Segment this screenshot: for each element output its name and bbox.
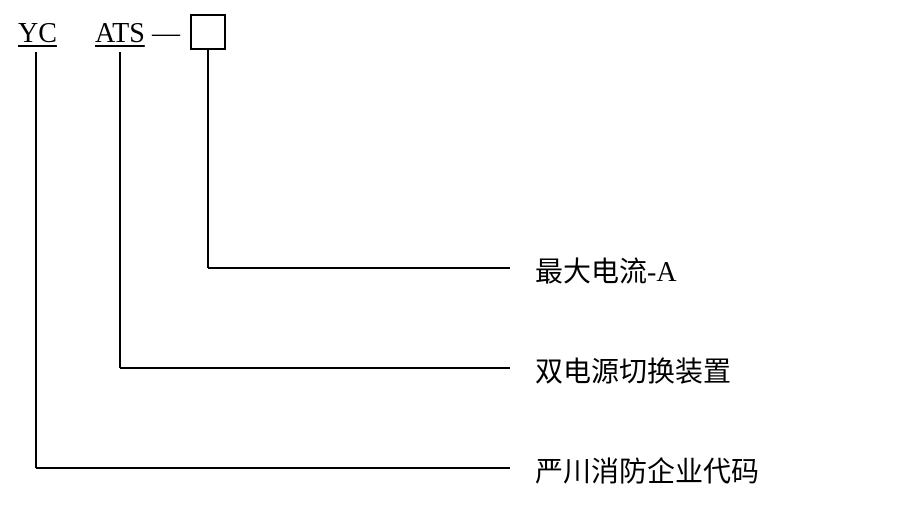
connector-lines (0, 0, 908, 505)
desc-company-code: 严川消防企业代码 (535, 450, 759, 490)
desc-dual-power: 双电源切换装置 (535, 350, 731, 390)
code-breakdown-diagram: YC ATS — 最大电流-A 双电源切换装置 严川消防企业代码 (0, 0, 908, 505)
desc-max-current: 最大电流-A (535, 250, 677, 290)
